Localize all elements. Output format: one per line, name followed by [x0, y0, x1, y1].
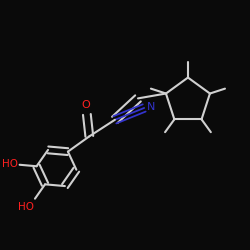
- Text: O: O: [81, 100, 90, 110]
- Text: N: N: [147, 102, 156, 112]
- Text: HO: HO: [2, 158, 18, 168]
- Text: HO: HO: [18, 202, 34, 212]
